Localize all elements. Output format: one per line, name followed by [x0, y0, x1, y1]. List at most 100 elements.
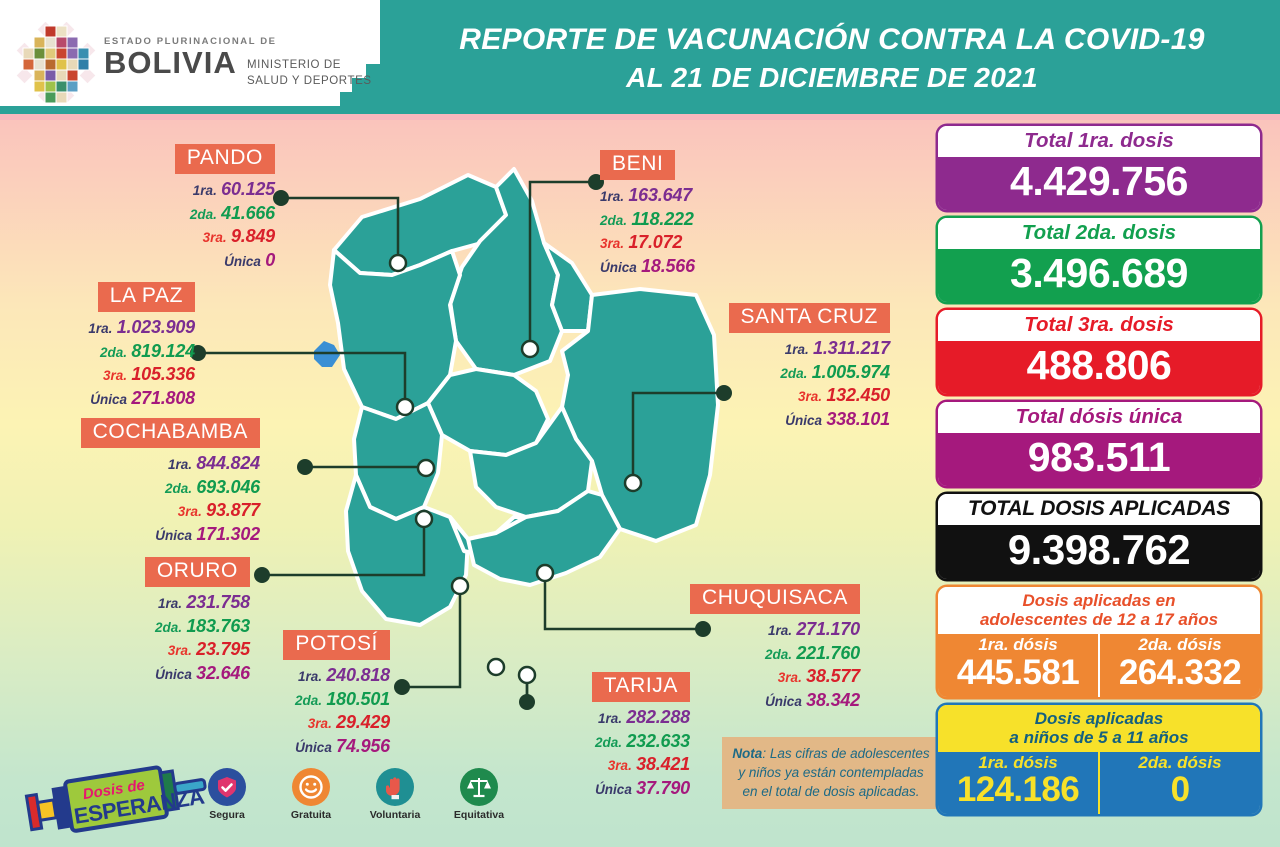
dept-name-santacruz: SANTA CRUZ	[728, 303, 890, 334]
brand-text: ESTADO PLURINACIONAL DE BOLIVIA	[104, 36, 277, 78]
dept-callout-beni: BENI 1ra. 163.647 2da. 118.222 3ra. 17.0…	[600, 150, 830, 278]
dose1-label: 1ra.	[157, 596, 183, 612]
dept-callout-lapaz: LA PAZ 1ra. 1.023.909 2da. 819.124 3ra. …	[0, 282, 195, 410]
children-title-line-1: Dosis aplicadas	[1034, 708, 1164, 728]
unique-value: 38.342	[806, 689, 860, 710]
unique-label: Única	[90, 391, 128, 407]
children-title: Dosis aplicadas a niños de 5 a 11 años	[938, 704, 1260, 752]
dept-row-dose2: 2da. 183.763	[55, 615, 250, 639]
dept-callout-oruro: ORURO 1ra. 231.758 2da. 183.763 3ra. 23.…	[55, 557, 250, 685]
dose3-value: 38.421	[636, 754, 690, 775]
leader-dot-oruro	[254, 567, 270, 583]
dept-name-lapaz: LA PAZ	[97, 282, 195, 313]
unique-value: 271.808	[131, 387, 195, 408]
value-caption: Voluntaria	[369, 809, 421, 821]
dose1-value: 271.170	[796, 619, 860, 640]
adolescents-dose1-value: 445.581	[956, 652, 1080, 692]
total-card-dose1: Total 1ra. dosis 4.429.756	[938, 126, 1260, 210]
total-card-value: 983.511	[938, 433, 1260, 486]
dose2-label: 2da.	[165, 480, 193, 496]
dose1-value: 1.311.217	[813, 338, 890, 359]
dose1-value: 231.758	[186, 592, 250, 613]
dose2-value: 232.633	[626, 730, 690, 751]
page-title-line-2: AL 21 DE DICIEMBRE DE 2021	[626, 62, 1038, 94]
dept-row-dose3: 3ra. 105.336	[0, 363, 195, 387]
dept-row-dose2: 2da. 180.501	[210, 688, 390, 712]
dose2-label: 2da.	[189, 206, 217, 222]
dose2-label: 2da.	[765, 646, 793, 662]
dept-row-dose3: 3ra. 93.877	[30, 499, 260, 523]
dept-row-dose2: 2da. 118.222	[600, 208, 830, 232]
dose3-value: 38.577	[806, 666, 860, 687]
dept-row-dose3: 3ra. 29.429	[210, 711, 390, 735]
dose2-value: 118.222	[631, 208, 694, 229]
dose2-label: 2da.	[155, 619, 183, 635]
dose1-label: 1ra.	[767, 623, 793, 639]
dept-row-unique: Única 338.101	[660, 408, 890, 432]
dept-row-dose2: 2da. 41.666	[60, 202, 275, 226]
dept-rows-beni: 1ra. 163.647 2da. 118.222 3ra. 17.072 Ún…	[600, 184, 830, 278]
children-dose2-label: 2da. dósis	[1138, 752, 1222, 772]
dose3-value: 9.849	[230, 226, 275, 247]
unique-value: 171.302	[196, 523, 260, 544]
dose2-label: 2da.	[600, 212, 628, 228]
raised-hand-icon	[376, 768, 414, 806]
unique-value: 32.646	[196, 662, 250, 683]
adolescents-dose1-label: 1ra. dósis	[978, 635, 1058, 655]
dept-row-dose3: 3ra. 23.795	[55, 638, 250, 662]
dose2-value: 183.763	[186, 615, 250, 636]
dept-row-dose3: 3ra. 9.849	[60, 225, 276, 249]
total-card-title: TOTAL DOSIS APLICADAS	[938, 494, 1260, 525]
dose3-label: 3ra.	[777, 670, 802, 686]
total-card-value: 9.398.762	[938, 525, 1260, 579]
dose3-value: 23.795	[196, 639, 250, 660]
value-gratuita: Gratuita	[280, 768, 342, 821]
adolescents-title-line-1: Dosis aplicadas en	[1022, 591, 1176, 610]
dose1-value: 1.023.909	[116, 317, 195, 338]
dose2-value: 819.124	[131, 340, 195, 361]
dose1-label: 1ra.	[297, 669, 323, 685]
adolescents-dose1-cell: 1ra. dósis 445.581	[938, 634, 1098, 696]
dose1-value: 163.647	[628, 185, 693, 206]
dept-row-unique: Única 271.808	[0, 387, 195, 411]
children-grid: 1ra. dósis 124.186 2da. dósis 0	[938, 751, 1260, 814]
adolescents-dose2-cell: 2da. dósis 264.332	[1098, 634, 1260, 697]
unique-label: Única	[155, 527, 193, 543]
total-card-dose3: Total 3ra. dosis 488.806	[938, 310, 1260, 394]
dept-row-unique: Única 74.956	[210, 735, 390, 759]
dept-name-cochabamba: COCHABAMBA	[80, 418, 260, 449]
campaign-values: Segura Gratuita Voluntaria	[196, 768, 510, 821]
dept-rows-lapaz: 1ra. 1.023.909 2da. 819.124 3ra. 105.336…	[0, 316, 195, 410]
adolescents-title-line-2: adolescentes de 12 a 17 años	[979, 610, 1219, 630]
dose2-label: 2da.	[780, 365, 808, 381]
total-card-title: Total 2da. dosis	[938, 218, 1260, 249]
total-card-value: 488.806	[938, 341, 1260, 394]
dose2-value: 180.501	[326, 688, 390, 709]
children-dose2-value: 0	[1170, 770, 1190, 810]
dept-rows-potosi: 1ra. 240.818 2da. 180.501 3ra. 29.429 Ún…	[210, 664, 390, 758]
header-pink-rule	[0, 114, 1280, 120]
dose1-label: 1ra.	[88, 321, 113, 337]
dose2-value: 693.046	[196, 476, 260, 497]
dept-row-dose1: 1ra. 1.311.217	[660, 337, 890, 361]
dose1-label: 1ra.	[597, 711, 623, 727]
total-card-unique: Total dósis única 983.511	[938, 402, 1260, 486]
dept-row-dose1: 1ra. 1.023.909	[0, 316, 195, 340]
total-card-value: 3.496.689	[938, 249, 1260, 302]
value-caption: Segura	[209, 809, 245, 821]
children-dose2-cell: 2da. dósis 0	[1098, 751, 1260, 814]
unique-label: Única	[785, 412, 823, 428]
note-box: Nota: Las cifras de adolescentes y niños…	[722, 737, 940, 810]
dept-row-dose1: 1ra. 231.758	[55, 591, 250, 615]
dept-callout-pando: PANDO 1ra. 60.125 2da. 41.666 3ra. 9.849…	[60, 144, 275, 272]
dept-row-dose2: 2da. 232.633	[520, 730, 690, 754]
dept-row-dose2: 2da. 693.046	[30, 476, 260, 500]
dept-row-unique: Única 0	[60, 249, 275, 273]
dept-rows-pando: 1ra. 60.125 2da. 41.666 3ra. 9.849 Única…	[60, 178, 275, 272]
unique-value: 338.101	[826, 408, 890, 429]
dept-row-dose3: 3ra. 38.577	[660, 665, 860, 689]
note-text: : Las cifras de adolescentes y niños ya …	[738, 746, 930, 800]
dept-row-dose1: 1ra. 163.647	[600, 184, 830, 208]
dept-row-dose2: 2da. 819.124	[0, 340, 195, 364]
